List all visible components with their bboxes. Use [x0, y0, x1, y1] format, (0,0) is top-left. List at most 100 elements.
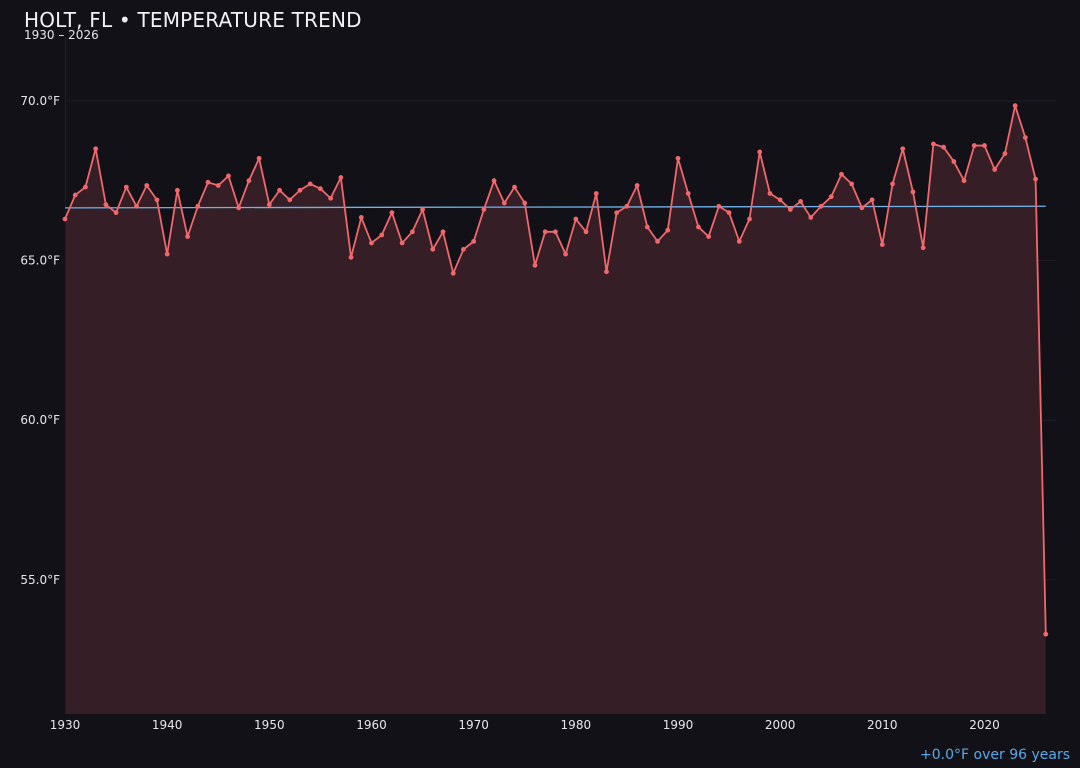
data-point-1978 — [552, 229, 558, 235]
x-tick-label: 1990 — [663, 718, 694, 732]
data-point-1970 — [471, 238, 477, 244]
data-point-1932 — [83, 184, 88, 190]
data-point-1962 — [389, 210, 395, 216]
data-point-1983 — [604, 269, 609, 275]
data-point-1958 — [348, 254, 354, 260]
data-point-1952 — [287, 197, 293, 203]
x-tick-label: 1950 — [254, 718, 285, 732]
data-point-1973 — [501, 200, 507, 206]
data-point-2002 — [798, 199, 803, 204]
data-point-1991 — [685, 191, 691, 196]
data-point-2022 — [1002, 151, 1008, 156]
data-point-1935 — [113, 210, 119, 216]
data-point-1988 — [655, 238, 660, 244]
y-tick-label: 55.0°F — [20, 573, 60, 587]
data-point-1948 — [246, 178, 252, 184]
data-point-2024 — [1022, 135, 1028, 140]
data-point-1995 — [726, 210, 732, 216]
data-point-2010 — [879, 242, 885, 247]
data-point-1951 — [277, 187, 282, 193]
data-point-2009 — [869, 197, 875, 203]
data-point-1981 — [583, 229, 589, 235]
data-point-1954 — [307, 181, 313, 187]
trend-line — [64, 205, 1046, 209]
y-tick-label: 60.0°F — [20, 413, 60, 427]
area-fill-layer — [65, 105, 1046, 714]
x-tick-label: 1980 — [561, 718, 592, 732]
data-point-1965 — [420, 207, 425, 212]
data-point-1939 — [154, 197, 160, 203]
data-point-1947 — [236, 205, 242, 211]
x-tick-label: 1930 — [50, 718, 81, 732]
data-points-layer — [62, 103, 1049, 637]
data-point-1969 — [461, 246, 466, 252]
data-point-1938 — [144, 183, 150, 188]
data-point-1997 — [747, 216, 752, 222]
data-point-1979 — [563, 251, 569, 257]
data-point-2014 — [920, 245, 926, 251]
y-tick-label: 65.0°F — [20, 254, 60, 268]
data-point-2007 — [849, 181, 855, 187]
data-point-1949 — [256, 155, 262, 161]
data-point-1946 — [226, 173, 231, 179]
data-point-1936 — [123, 184, 129, 190]
data-point-1967 — [440, 229, 446, 235]
data-point-2006 — [839, 171, 844, 177]
x-tick-label: 2000 — [765, 718, 796, 732]
data-point-1968 — [450, 270, 456, 276]
data-point-1940 — [164, 251, 170, 257]
data-point-1982 — [593, 191, 599, 196]
data-point-1942 — [185, 234, 191, 239]
data-point-1945 — [215, 183, 221, 188]
data-point-1955 — [318, 186, 323, 192]
data-point-1980 — [573, 216, 579, 222]
series-area — [65, 105, 1046, 714]
data-point-1966 — [430, 246, 436, 252]
data-point-1941 — [174, 187, 180, 193]
data-point-1964 — [409, 229, 415, 235]
data-point-1996 — [736, 238, 742, 244]
data-point-1987 — [644, 224, 650, 230]
data-point-2012 — [900, 146, 906, 152]
x-tick-labels: 1930 1940 1950 1960 1970 1980 1990 2000 2010 2020 — [50, 718, 1000, 732]
data-point-1976 — [532, 262, 538, 268]
data-point-1957 — [338, 175, 344, 180]
data-point-1998 — [757, 149, 763, 155]
data-point-1959 — [358, 215, 364, 220]
data-point-1931 — [72, 192, 78, 198]
data-point-2003 — [808, 215, 814, 220]
data-point-2005 — [828, 194, 834, 200]
data-point-2018 — [961, 178, 967, 184]
data-point-1992 — [696, 224, 701, 230]
data-point-1933 — [93, 146, 99, 152]
data-point-1950 — [266, 202, 272, 208]
data-point-2021 — [992, 167, 998, 172]
x-tick-label: 2010 — [867, 718, 898, 732]
chart-title: HOLT, FL • TEMPERATURE TREND — [24, 8, 362, 32]
data-point-2004 — [818, 203, 824, 209]
data-point-1944 — [205, 179, 211, 185]
data-point-1961 — [379, 232, 385, 238]
data-point-1972 — [491, 178, 497, 184]
data-point-2020 — [982, 143, 987, 148]
chart-subtitle: 1930 – 2026 — [24, 28, 99, 42]
data-point-2026 — [1043, 631, 1049, 637]
x-tick-label: 2020 — [969, 718, 1000, 732]
data-point-1930 — [62, 216, 68, 222]
y-tick-label: 70.0°F — [20, 94, 60, 108]
data-point-1986 — [634, 183, 640, 188]
data-point-1984 — [614, 210, 620, 216]
data-point-2025 — [1033, 176, 1038, 182]
data-point-1934 — [103, 202, 109, 208]
data-point-1994 — [716, 203, 722, 209]
data-point-1971 — [481, 207, 487, 212]
data-point-2013 — [910, 189, 916, 195]
data-point-2008 — [859, 205, 865, 211]
data-point-2015 — [931, 141, 936, 147]
data-point-1990 — [675, 155, 681, 161]
y-tick-labels: 55.0°F 60.0°F 65.0°F 70.0°F — [20, 94, 60, 587]
trend-line-layer — [64, 205, 1046, 209]
data-point-2001 — [787, 207, 793, 212]
data-point-2019 — [971, 143, 977, 148]
